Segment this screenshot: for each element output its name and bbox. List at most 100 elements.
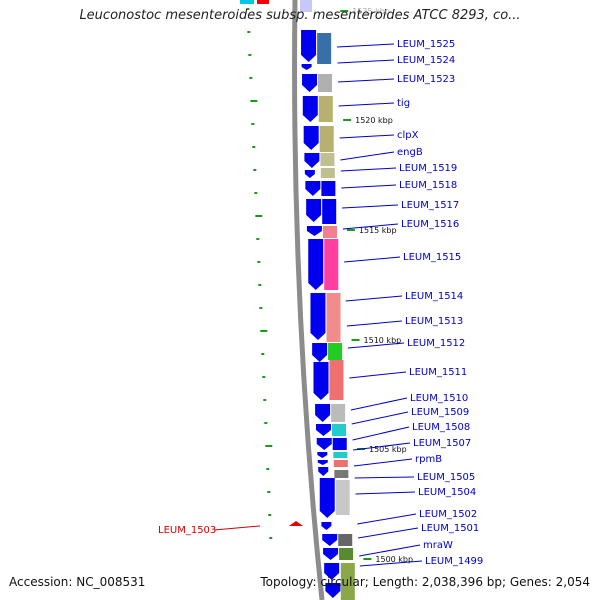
cog-bar — [339, 548, 354, 560]
gene-arrow-icon[interactable] — [303, 126, 319, 150]
gene-label-line — [350, 397, 408, 411]
gene-label[interactable]: LEUM_1524 — [397, 55, 455, 66]
genome-summary-text: Topology: circular; Length: 2,038,396 bp… — [260, 575, 590, 589]
gene-label-line — [351, 411, 409, 425]
gene-arrow-icon[interactable] — [308, 239, 324, 290]
gene-label[interactable]: LEUM_1499 — [425, 556, 483, 567]
gene-label[interactable]: LEUM_1512 — [407, 338, 465, 349]
highlight-gene-label[interactable]: LEUM_1503 — [158, 525, 216, 536]
kbp-tick — [343, 119, 352, 121]
kbp-label: 1515 kbp — [359, 226, 397, 235]
gene-label-line — [342, 223, 399, 230]
gene-label[interactable]: engB — [397, 147, 423, 158]
gene-label[interactable]: LEUM_1519 — [399, 163, 457, 174]
gene-label[interactable]: LEUM_1505 — [417, 472, 475, 483]
gene-label[interactable]: LEUM_1504 — [418, 487, 476, 498]
ring-tick — [261, 353, 265, 355]
ring-tick — [263, 399, 267, 401]
gene-arrow-icon[interactable] — [317, 452, 328, 458]
gene-arrow-icon[interactable] — [310, 293, 326, 340]
gene-arrow-icon[interactable] — [315, 424, 331, 436]
kbp-markers: 1525 kbp 1520 kbp 1515 kbp 1510 kbp 1505 kbp… — [340, 7, 413, 564]
genome-backbone — [292, 0, 325, 600]
gene-label[interactable]: LEUM_1502 — [419, 509, 477, 520]
gene-arrows[interactable] — [301, 30, 341, 598]
gene-arrow-icon[interactable] — [323, 548, 339, 560]
ring-tick — [265, 445, 273, 447]
kbp-label: 1520 kbp — [355, 116, 393, 125]
gene-label-line — [347, 342, 405, 349]
gene-label[interactable]: LEUM_1515 — [403, 252, 461, 263]
kbp-tick — [346, 229, 355, 231]
ring-tick — [254, 192, 258, 194]
gene-arrow-icon[interactable] — [301, 64, 312, 70]
gene-label-line — [358, 527, 419, 539]
ring-tick — [259, 307, 263, 309]
gene-label[interactable]: LEUM_1513 — [405, 316, 463, 327]
cog-bar — [320, 168, 335, 178]
cog-bar — [333, 460, 348, 467]
cog-bar — [322, 199, 337, 224]
gene-arrow-icon[interactable] — [302, 74, 318, 92]
gene-label[interactable]: LEUM_1525 — [397, 39, 455, 50]
gene-arrow-icon[interactable] — [321, 522, 332, 530]
ring-tick — [264, 422, 268, 424]
gene-arrow-icon[interactable] — [306, 199, 322, 222]
gene-label[interactable]: LEUM_1510 — [410, 393, 468, 404]
gene-arrow-icon[interactable] — [324, 563, 340, 580]
gene-arrow-icon[interactable] — [304, 153, 320, 168]
gene-arrow-icon[interactable] — [322, 534, 338, 546]
gene-label[interactable]: LEUM_1518 — [399, 180, 457, 191]
cog-bar — [318, 74, 333, 92]
gene-label-line — [353, 442, 411, 451]
gene-label[interactable]: LEUM_1514 — [405, 291, 463, 302]
top-gene-red[interactable] — [257, 0, 269, 4]
gene-label[interactable]: LEUM_1507 — [413, 438, 471, 449]
gene-label[interactable]: LEUM_1517 — [401, 200, 459, 211]
top-gene-lavender[interactable] — [300, 0, 312, 12]
gene-arrow-icon[interactable] — [316, 438, 332, 450]
gene-label[interactable]: mraW — [423, 540, 453, 551]
gene-label[interactable]: LEUM_1523 — [397, 74, 455, 85]
gene-label[interactable]: LEUM_1516 — [401, 219, 459, 230]
gene-arrow-icon[interactable] — [306, 226, 322, 236]
cog-bar — [322, 226, 337, 238]
gene-label-line — [345, 295, 403, 302]
cog-bar — [319, 126, 334, 152]
gene-arrow-icon[interactable] — [318, 467, 329, 476]
gene-arrow-icon[interactable] — [304, 170, 315, 178]
gene-arrow-icon[interactable] — [301, 30, 317, 62]
gene-label[interactable]: LEUM_1509 — [411, 407, 469, 418]
gene-arrow-icon[interactable] — [305, 181, 321, 196]
cog-bar — [338, 534, 353, 546]
gene-arrow-icon[interactable] — [315, 404, 331, 422]
kbp-tick — [351, 339, 360, 341]
gene-arrow-icon[interactable] — [302, 96, 318, 122]
gene-label[interactable]: tig — [397, 98, 410, 109]
gene-label[interactable]: LEUM_1501 — [421, 523, 479, 534]
cog-bar — [334, 470, 349, 478]
ring-tick — [247, 31, 251, 33]
gene-label-line — [352, 426, 410, 441]
gene-arrow-icon[interactable] — [313, 362, 329, 400]
gene-arrow-icon[interactable] — [317, 460, 328, 465]
cog-bar — [326, 293, 341, 342]
kbp-label: 1510 kbp — [364, 336, 402, 345]
gene-label[interactable]: LEUM_1511 — [409, 367, 467, 378]
gene-arrow-icon[interactable] — [312, 343, 328, 362]
cog-bar — [318, 96, 333, 122]
gene-label[interactable]: LEUM_1508 — [412, 422, 470, 433]
gene-label-line — [342, 204, 399, 209]
ring-tick — [251, 123, 255, 125]
gene-arrow-icon[interactable] — [319, 478, 335, 518]
gene-label-line — [338, 102, 395, 107]
gene-label[interactable]: rpmB — [415, 454, 442, 465]
accession-text: Accession: NC_008531 — [9, 575, 146, 589]
gene-arrow-icon[interactable] — [325, 583, 341, 598]
top-gene-cyan[interactable] — [240, 0, 254, 4]
gene-label-line — [341, 184, 397, 189]
gene-label[interactable]: clpX — [397, 130, 419, 141]
highlight-marker-icon[interactable] — [289, 521, 303, 526]
